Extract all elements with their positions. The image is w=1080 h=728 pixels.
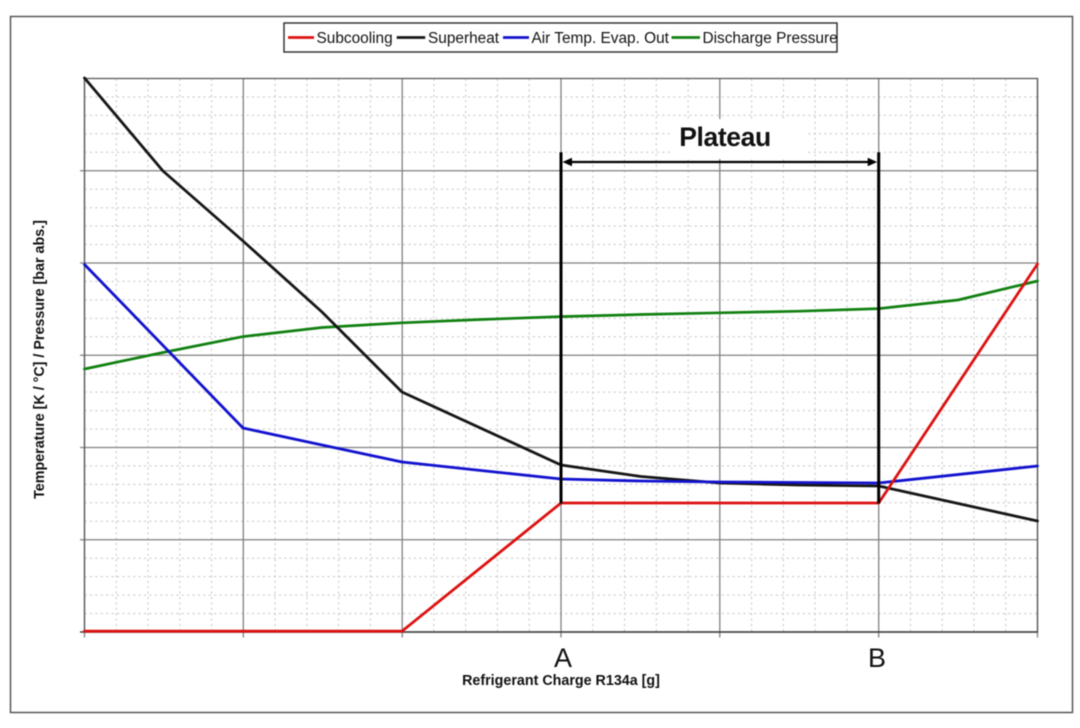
svg-text:Discharge Pressure: Discharge Pressure: [703, 30, 838, 47]
svg-text:Subcooling: Subcooling: [317, 30, 393, 47]
svg-text:Plateau: Plateau: [679, 122, 770, 152]
svg-text:A: A: [554, 643, 572, 673]
svg-text:B: B: [868, 643, 886, 673]
svg-text:Temperature [K / °C] / Pressur: Temperature [K / °C] / Pressure [bar abs…: [32, 220, 48, 499]
svg-text:Refrigerant Charge R134a [g]: Refrigerant Charge R134a [g]: [462, 673, 660, 689]
svg-text:Superheat: Superheat: [428, 30, 500, 47]
svg-text:Air Temp. Evap. Out: Air Temp. Evap. Out: [532, 30, 670, 47]
